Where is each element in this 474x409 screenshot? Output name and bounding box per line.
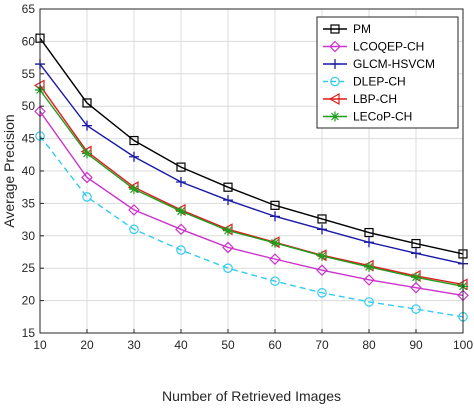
data-point <box>175 223 187 236</box>
legend-label: LECoP-CH <box>353 110 412 124</box>
data-point <box>317 250 327 261</box>
series-layer <box>33 33 469 322</box>
data-point <box>82 98 92 108</box>
y-tick-label: 20 <box>22 294 36 308</box>
data-point <box>270 200 280 210</box>
data-point <box>317 214 327 224</box>
legend: PM LCOQEP-CH GLCM-HSVCM DLEP-CH LBP-CH LECoP-… <box>316 16 459 129</box>
y-axis-label: Average Precision <box>1 114 17 227</box>
data-point <box>269 253 281 265</box>
data-point <box>176 245 186 255</box>
y-tick-label: 35 <box>22 196 36 210</box>
data-point <box>176 162 186 172</box>
data-point <box>129 151 139 162</box>
legend-entry: LECoP-CH <box>323 110 412 124</box>
legend-marker <box>328 92 340 106</box>
data-point <box>223 225 233 236</box>
data-point <box>363 274 375 286</box>
data-point <box>223 263 233 273</box>
y-tick-label: 15 <box>22 326 36 340</box>
legend-box <box>316 16 459 129</box>
legend-marker <box>330 111 340 122</box>
x-tick-label: 80 <box>362 338 376 352</box>
series-lcoqep-ch <box>34 105 469 302</box>
x-tick-label: 10 <box>33 338 47 352</box>
data-point <box>222 241 234 254</box>
series-line <box>39 135 464 318</box>
legend-label: GLCM-HSVCM <box>353 57 435 71</box>
data-point <box>81 171 93 184</box>
data-point <box>410 281 422 294</box>
x-tick-label: 20 <box>80 338 94 352</box>
x-tick-label: 100 <box>453 338 473 352</box>
x-axis-label: Number of Retrieved Images <box>162 388 341 404</box>
y-tick-label: 25 <box>22 261 36 275</box>
data-point <box>128 204 140 216</box>
data-point <box>317 288 327 298</box>
data-point <box>223 195 233 206</box>
data-point <box>411 272 421 283</box>
legend-marker <box>330 24 340 34</box>
x-tick-label: 60 <box>268 338 282 352</box>
legend-label: LCOQEP-CH <box>353 40 424 54</box>
series-line <box>39 89 464 288</box>
data-point <box>82 120 92 131</box>
data-point <box>364 237 374 248</box>
data-point <box>411 238 421 249</box>
x-tick-label: 50 <box>221 338 235 352</box>
legend-entry: LBP-CH <box>323 92 397 106</box>
series-line <box>39 63 464 265</box>
legend-entry: LCOQEP-CH <box>323 40 424 54</box>
data-point <box>411 304 421 314</box>
data-point <box>176 177 186 188</box>
data-point <box>82 148 92 159</box>
x-tick-label: 70 <box>315 338 329 352</box>
data-point <box>129 135 139 146</box>
legend-entry: GLCM-HSVCM <box>323 57 435 71</box>
data-point <box>364 261 374 272</box>
y-tick-label: 50 <box>22 99 36 113</box>
data-point <box>223 182 233 192</box>
legend-marker <box>330 59 340 69</box>
series-line <box>39 85 464 286</box>
legend-marker <box>330 76 340 87</box>
data-point <box>270 276 280 286</box>
data-point <box>270 237 280 248</box>
legend-marker <box>329 40 341 53</box>
y-tick-label: 40 <box>22 164 36 178</box>
series-line <box>39 37 464 255</box>
data-point <box>129 184 139 195</box>
legend-label: DLEP-CH <box>353 75 406 89</box>
legend-label: PM <box>353 22 371 36</box>
data-point <box>411 248 421 259</box>
data-point <box>316 264 328 276</box>
legend-entry: DLEP-CH <box>323 75 406 89</box>
legend-label: LBP-CH <box>353 92 397 106</box>
data-point <box>364 227 374 238</box>
data-point <box>317 224 327 235</box>
tick-labels: 15 20 25 30 35 40 45 50 55 60 65 10 20 30 40 50 60 70 80 90… <box>22 2 474 352</box>
series-line <box>39 110 464 297</box>
data-point <box>364 297 374 307</box>
x-tick-label: 40 <box>174 338 188 352</box>
data-point <box>176 206 186 217</box>
y-tick-label: 30 <box>22 229 36 243</box>
data-point <box>270 211 280 222</box>
data-point <box>82 192 92 202</box>
y-tick-label: 55 <box>22 67 36 81</box>
data-point <box>129 224 139 235</box>
y-tick-label: 65 <box>22 2 36 16</box>
legend-entry: PM <box>323 22 371 36</box>
x-tick-label: 30 <box>127 338 141 352</box>
y-tick-label: 45 <box>22 132 36 146</box>
y-tick-label: 60 <box>22 34 36 48</box>
x-tick-label: 90 <box>409 338 423 352</box>
